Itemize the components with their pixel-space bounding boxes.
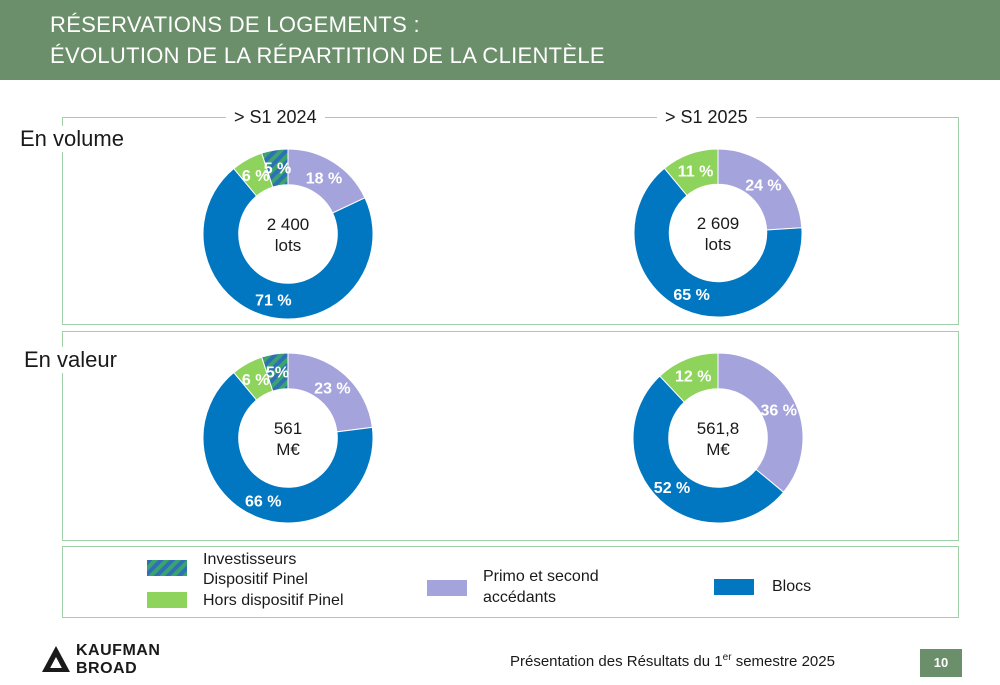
slice-label-blocs: 65 % (673, 287, 709, 304)
slide-title-line-2: ÉVOLUTION DE LA RÉPARTITION DE LA CLIENT… (50, 43, 605, 68)
slice-primo-et-second-accedants (717, 352, 804, 493)
valeur-panel (62, 331, 959, 541)
slice-blocs (633, 167, 803, 318)
slice-label-primo-et-second-accedants: 23 % (314, 381, 350, 398)
legend-label-investisseurs-line1: Investisseurs (203, 551, 297, 568)
footer-caption-end: semestre 2025 (731, 653, 835, 670)
legend: Investisseurs Dispositif Pinel Hors disp… (62, 546, 959, 618)
slice-label-blocs: 66 % (245, 493, 281, 510)
slide-title-line-1: RÉSERVATIONS DE LOGEMENTS : (50, 12, 420, 37)
footer-caption-start: Présentation des Résultats du 1 (510, 653, 723, 670)
kaufman-broad-logo: KAUFMAN BROAD (40, 640, 190, 680)
donut-center-value: 561 (274, 419, 302, 438)
footer-caption: Présentation des Résultats du 1er semest… (510, 652, 835, 670)
volume-panel (62, 117, 959, 325)
slice-blocs (202, 371, 374, 524)
row-label-valeur: En valeur (24, 347, 117, 373)
legend-swatch-blocs (714, 579, 754, 595)
legend-label-investisseurs-line2: Dispositif Pinel (203, 571, 308, 588)
slice-investisseurs-dispositif-pinel (261, 352, 289, 392)
slice-label-primo-et-second-accedants: 18 % (306, 170, 342, 187)
donut-center-unit: M€ (276, 440, 300, 459)
legend-swatch-hors-pinel (147, 592, 187, 608)
donut-valeur-2024: 23 % 66 % 6 %5% 561 M€ (202, 352, 374, 524)
legend-swatch-primo (427, 580, 467, 596)
slice-label-blocs: 71 % (255, 293, 291, 310)
donut-center-value: 2 609 (697, 214, 740, 233)
legend-label-primo-line1: Primo et second (483, 568, 599, 585)
slice-blocs (202, 167, 374, 320)
slice-label-primo-et-second-accedants: 24 % (745, 178, 781, 195)
donut-center-unit: lots (275, 236, 301, 255)
slice-label-blocs: 52 % (654, 480, 690, 497)
donut-center-unit: lots (705, 235, 731, 254)
slice-investisseurs-dispositif-pinel (261, 148, 289, 188)
legend-swatch-investisseurs-pinel (147, 560, 187, 576)
slice-blocs (632, 375, 785, 524)
slice-label-investisseurs-dispositif-pinel: 5 % (264, 161, 292, 178)
legend-label-hors-pinel: Hors dispositif Pinel (203, 592, 344, 609)
title-bar: RÉSERVATIONS DE LOGEMENTS : ÉVOLUTION DE… (0, 0, 1000, 80)
slice-label-primo-et-second-accedants: 36 % (761, 402, 797, 419)
donut-volume-2024: 18 % 71 % 6 %5 % 2 400 lots (202, 148, 374, 320)
donut-volume-2025: 24 % 65 % 11 % 2 609 lots (633, 148, 803, 318)
donut-center-unit: M€ (706, 440, 730, 459)
donut-center-value: 561,8 (697, 419, 740, 438)
slice-hors-dispositif-pinel (663, 148, 719, 197)
donut-center-value: 2 400 (267, 215, 310, 234)
slice-hors-dispositif-pinel (659, 352, 719, 403)
slice-label-hors-dispositif-pinel: 11 % (678, 164, 714, 181)
legend-label-primo-line2: accédants (483, 589, 556, 606)
logo-mark-icon (42, 646, 70, 672)
donut-valeur-2025: 36 % 52 % 12 % 561,8 M€ (632, 352, 804, 524)
logo-word-2: BROAD (76, 660, 138, 677)
period-label-2025: > S1 2025 (657, 107, 756, 128)
period-label-2024: > S1 2024 (226, 107, 325, 128)
slice-label-hors-dispositif-pinel: 6 % (242, 168, 270, 185)
slice-label-hors-dispositif-pinel: 12 % (675, 369, 711, 386)
legend-label-blocs: Blocs (772, 578, 812, 595)
row-label-volume: En volume (20, 126, 124, 152)
logo-word-1: KAUFMAN (76, 642, 161, 659)
slice-label-investisseurs-dispositif-pinel: 5% (266, 365, 289, 382)
footer-caption-superscript: er (722, 652, 732, 663)
page-number: 10 (920, 649, 962, 677)
slice-label-hors-dispositif-pinel: 6 % (242, 372, 270, 389)
